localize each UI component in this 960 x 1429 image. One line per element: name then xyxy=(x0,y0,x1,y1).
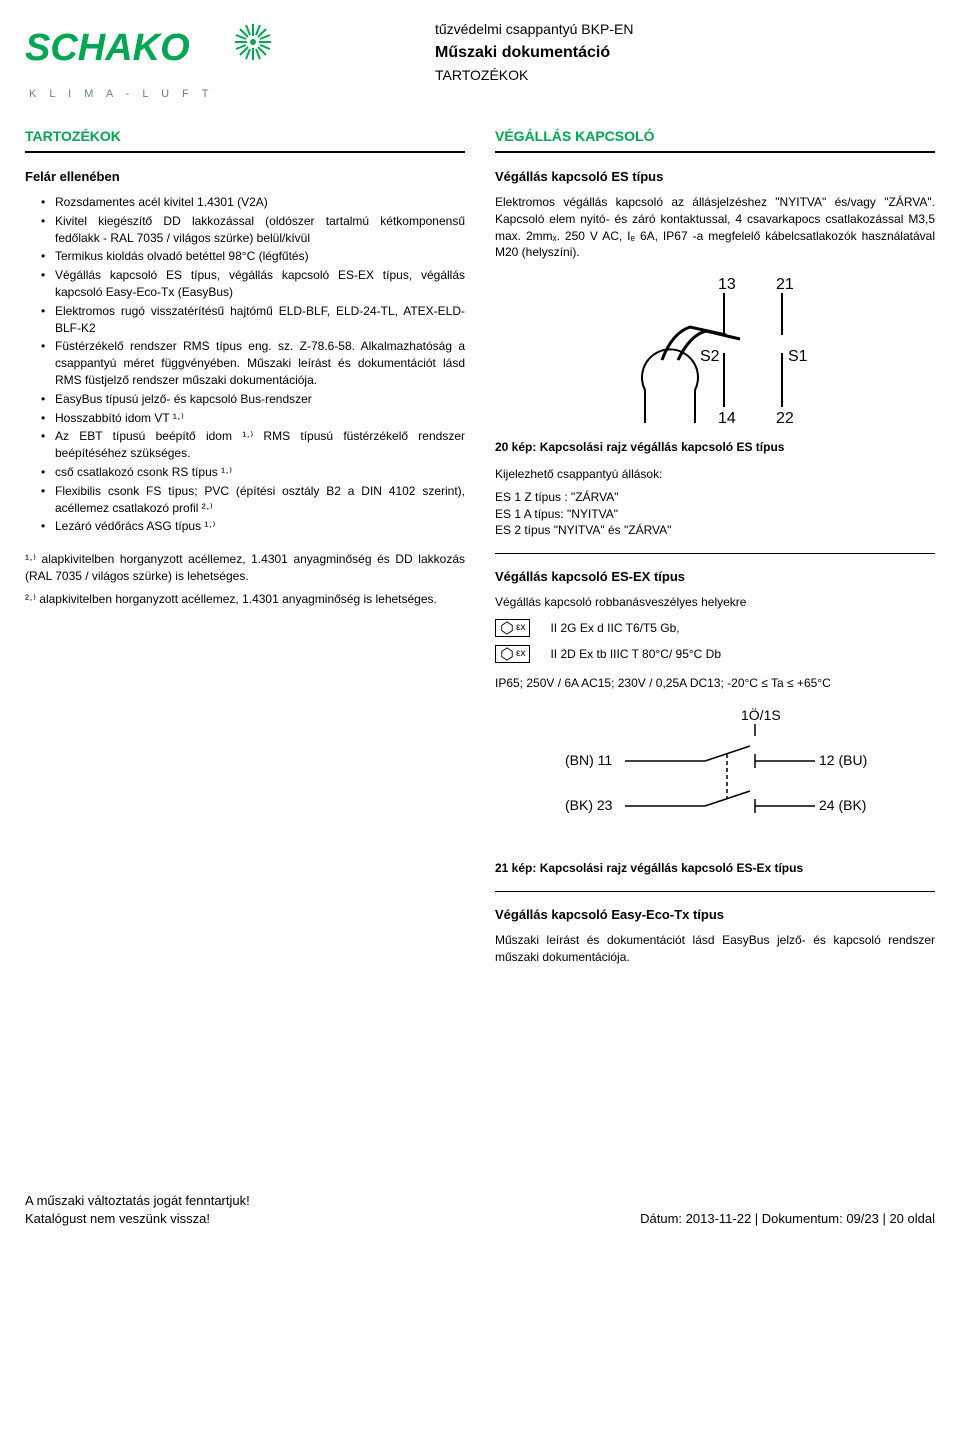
page-footer: A műszaki változtatás jogát fenntartjuk!… xyxy=(25,1192,935,1228)
easy-head: Végállás kapcsoló Easy-Eco-Tx típus xyxy=(495,906,935,924)
left-subhead: Felár ellenében xyxy=(25,168,465,186)
left-section-head: TARTOZÉKOK xyxy=(25,127,465,153)
list-item: Lezáró védőrács ASG típus ¹·⁾ xyxy=(41,518,465,535)
logo: SCHAKO K L I M A - L U F T xyxy=(25,20,295,102)
ex-icon: εx xyxy=(495,619,530,637)
right-column: VÉGÁLLÁS KAPCSOLÓ Végállás kapcsoló ES t… xyxy=(495,127,935,971)
list-item: Kivitel kiegészítő DD lakkozással (oldós… xyxy=(41,213,465,247)
es-states-head: Kijelezhető csappantyú állások: xyxy=(495,466,935,483)
doc-title-3: TARTOZÉKOK xyxy=(435,66,935,86)
footnote-2: ²·⁾ alapkivitelben horganyzott acéllemez… xyxy=(25,591,465,608)
footer-left-2: Katalógust nem veszünk vissza! xyxy=(25,1210,250,1228)
esex-spec: IP65; 250V / 6A AC15; 230V / 0,25A DC13;… xyxy=(495,675,935,692)
ex-marking-1: εx II 2G Ex d IIC T6/T5 Gb, xyxy=(495,619,935,637)
esex-caption: 21 kép: Kapcsolási rajz végállás kapcsol… xyxy=(495,860,935,877)
logo-subtitle: K L I M A - L U F T xyxy=(29,87,295,102)
divider xyxy=(495,891,935,892)
es-state: ES 1 Z típus : "ZÁRVA" xyxy=(495,489,935,506)
list-item: Az EBT típusú beépítő idom ¹·⁾ RMS típus… xyxy=(41,428,465,462)
doc-titles: tűzvédelmi csappantyú BKP-EN Műszaki dok… xyxy=(435,20,935,86)
schako-logo-svg: SCHAKO xyxy=(25,20,285,80)
svg-text:12 (BU): 12 (BU) xyxy=(819,752,867,768)
doc-title-2: Műszaki dokumentáció xyxy=(435,42,935,64)
svg-text:(BK) 23: (BK) 23 xyxy=(565,797,613,813)
svg-text:21: 21 xyxy=(776,276,794,293)
es-wiring-diagram: 13 21 S2 S1 14 22 xyxy=(600,275,830,425)
ex-marking-2: εx II 2D Ex tb IIIC T 80°C/ 95°C Db xyxy=(495,645,935,663)
es-caption: 20 kép: Kapcsolási rajz végállás kapcsol… xyxy=(495,439,935,456)
list-item: Rozsdamentes acél kivitel 1.4301 (V2A) xyxy=(41,194,465,211)
content-columns: TARTOZÉKOK Felár ellenében Rozsdamentes … xyxy=(25,127,935,971)
footnotes: ¹·⁾ alapkivitelben horganyzott acéllemez… xyxy=(25,551,465,607)
right-section-head: VÉGÁLLÁS KAPCSOLÓ xyxy=(495,127,935,153)
svg-text:S2: S2 xyxy=(700,348,720,365)
doc-title-1: tűzvédelmi csappantyú BKP-EN xyxy=(435,20,935,40)
esex-wiring-diagram: 1Ö/1S (BN) 11 12 (BU) (BK) 23 24 (BK) xyxy=(555,706,875,846)
footnote-1: ¹·⁾ alapkivitelben horganyzott acéllemez… xyxy=(25,551,465,585)
ex-text: II 2D Ex tb IIIC T 80°C/ 95°C Db xyxy=(550,646,721,663)
page-header: SCHAKO K L I M A - L U F T tűzvédelmi cs… xyxy=(25,20,935,102)
svg-text:13: 13 xyxy=(718,276,736,293)
list-item: Termikus kioldás olvadó betéttel 98°C (l… xyxy=(41,248,465,265)
accessories-list: Rozsdamentes acél kivitel 1.4301 (V2A) K… xyxy=(25,194,465,535)
svg-text:(BN) 11: (BN) 11 xyxy=(565,752,612,768)
list-item: cső csatlakozó csonk RS típus ¹·⁾ xyxy=(41,464,465,481)
easy-para: Műszaki leírást és dokumentációt lásd Ea… xyxy=(495,932,935,966)
list-item: Flexibilis csonk FS típus; PVC (építési … xyxy=(41,483,465,517)
svg-text:S1: S1 xyxy=(788,348,808,365)
list-item: Füstérzékelő rendszer RMS típus eng. sz.… xyxy=(41,338,465,388)
list-item: Hosszabbító idom VT ¹·⁾ xyxy=(41,410,465,427)
svg-text:22: 22 xyxy=(776,410,794,425)
left-column: TARTOZÉKOK Felár ellenében Rozsdamentes … xyxy=(25,127,465,971)
es-state: ES 1 A típus: "NYITVA" xyxy=(495,506,935,523)
ex-text: II 2G Ex d IIC T6/T5 Gb, xyxy=(550,620,679,637)
svg-text:24 (BK): 24 (BK) xyxy=(819,797,866,813)
footer-right: Dátum: 2013-11-22 | Dokumentum: 09/23 | … xyxy=(640,1210,935,1228)
esex-head: Végállás kapcsoló ES-EX típus xyxy=(495,568,935,586)
es-head: Végállás kapcsoló ES típus xyxy=(495,168,935,186)
ex-icon: εx xyxy=(495,645,530,663)
svg-text:1Ö/1S: 1Ö/1S xyxy=(741,706,781,723)
divider xyxy=(495,553,935,554)
es-para: Elektromos végállás kapcsoló az állásjel… xyxy=(495,194,935,261)
es-state: ES 2 típus "NYITVA" és "ZÁRVA" xyxy=(495,522,935,539)
list-item: Végállás kapcsoló ES típus, végállás kap… xyxy=(41,267,465,301)
esex-para: Végállás kapcsoló robbanásveszélyes hely… xyxy=(495,594,935,611)
footer-left-1: A műszaki változtatás jogát fenntartjuk! xyxy=(25,1192,250,1210)
list-item: EasyBus típusú jelző- és kapcsoló Bus-re… xyxy=(41,391,465,408)
footer-left: A műszaki változtatás jogát fenntartjuk!… xyxy=(25,1192,250,1228)
svg-text:SCHAKO: SCHAKO xyxy=(25,27,190,69)
svg-text:14: 14 xyxy=(718,410,736,425)
list-item: Elektromos rugó visszatérítésű hajtómű E… xyxy=(41,303,465,337)
